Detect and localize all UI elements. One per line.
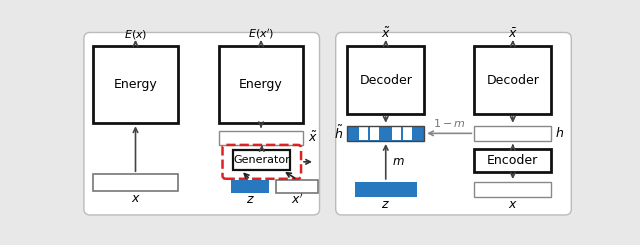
Bar: [348, 126, 424, 141]
Text: Decoder: Decoder: [486, 74, 540, 87]
Bar: [474, 126, 551, 141]
Bar: [474, 149, 551, 172]
Bar: [474, 182, 551, 197]
Text: $E(x')$: $E(x')$: [248, 27, 274, 41]
Text: $z$: $z$: [246, 193, 255, 206]
FancyBboxPatch shape: [84, 33, 319, 215]
Bar: [359, 127, 369, 139]
Bar: [219, 46, 303, 123]
Bar: [231, 180, 269, 193]
Text: Generator: Generator: [234, 155, 290, 165]
Text: $1-m$: $1-m$: [433, 117, 466, 129]
Bar: [219, 131, 303, 145]
Bar: [474, 46, 551, 114]
Bar: [93, 174, 178, 191]
Text: $x$: $x$: [131, 192, 140, 205]
Text: $h$: $h$: [555, 126, 564, 140]
Text: $m$: $m$: [392, 155, 404, 168]
Text: Encoder: Encoder: [487, 154, 538, 167]
Text: $x$: $x$: [508, 198, 518, 211]
Bar: [234, 150, 291, 170]
Text: $\tilde{x}$: $\tilde{x}$: [381, 27, 390, 41]
Text: $\tilde{x}$: $\tilde{x}$: [308, 131, 318, 145]
Text: $z$: $z$: [381, 198, 390, 211]
FancyBboxPatch shape: [336, 33, 572, 215]
Bar: [348, 126, 424, 141]
Text: Energy: Energy: [114, 78, 157, 91]
Text: Decoder: Decoder: [359, 74, 412, 87]
Bar: [93, 46, 178, 123]
Bar: [276, 180, 318, 193]
Bar: [370, 127, 380, 139]
Bar: [403, 127, 413, 139]
Text: $\tilde{h}$: $\tilde{h}$: [334, 125, 344, 142]
Bar: [392, 127, 401, 139]
Bar: [348, 46, 424, 114]
Text: $E(x)$: $E(x)$: [124, 27, 147, 40]
Text: $x'$: $x'$: [291, 192, 303, 207]
Text: Energy: Energy: [239, 78, 283, 91]
Text: $\bar{x}$: $\bar{x}$: [508, 27, 518, 41]
Bar: [355, 182, 417, 197]
